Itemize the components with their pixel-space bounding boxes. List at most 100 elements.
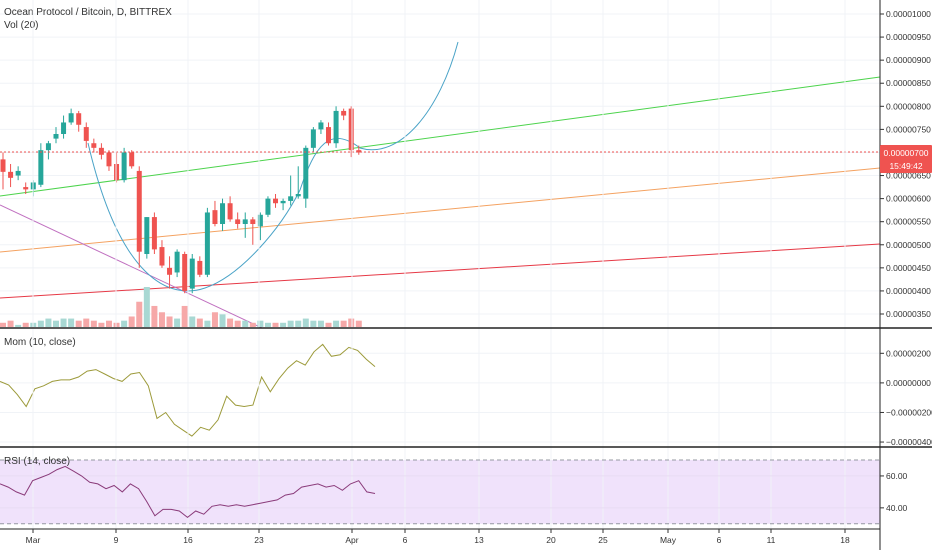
green-trend-line[interactable] (0, 76, 881, 197)
candle-body (38, 150, 44, 185)
volume-bar (242, 320, 249, 327)
candle-body (144, 217, 150, 254)
volume-bars (0, 287, 362, 327)
time-tick-label: 6 (717, 535, 722, 545)
candle-body (204, 212, 210, 275)
trend-line-drawings[interactable] (0, 41, 881, 329)
volume-bar (287, 320, 294, 327)
candle-body (333, 110, 339, 144)
candle-body (159, 247, 165, 266)
candle-body (8, 171, 14, 178)
red-trend-line[interactable] (0, 243, 881, 299)
candle-body (310, 129, 316, 148)
volume-bar (348, 318, 355, 327)
candle-body (174, 251, 180, 273)
candle-body (98, 147, 104, 155)
price-tick-label: 0.00000850 (886, 78, 931, 88)
candle-body (280, 200, 286, 204)
volume-bar (340, 320, 347, 327)
candle-body (23, 187, 29, 190)
candle-body (68, 113, 74, 123)
volume-bar (264, 322, 271, 327)
purple-trend-line[interactable] (0, 204, 263, 329)
volume-bar (83, 318, 90, 327)
momentum-axis[interactable]: 0.00000200 0.00000000 −0.00000200 −0.000004… (880, 348, 932, 447)
volume-bar (302, 318, 309, 327)
rsi-axis[interactable]: 60.00 40.00 (880, 471, 908, 513)
volume-bar (204, 320, 211, 327)
cup-arc-curve[interactable] (87, 41, 459, 292)
volume-bar (196, 318, 203, 327)
candle-body (273, 198, 279, 204)
price-tick-label: 0.00000450 (886, 263, 931, 273)
price-tick-label: 0.00000800 (886, 101, 931, 111)
time-tick-label: 20 (546, 535, 556, 545)
volume-bar (310, 320, 317, 327)
volume-bar (136, 301, 143, 327)
volume-bar (90, 320, 97, 327)
momentum-grid (0, 0, 880, 529)
volume-bar (219, 314, 226, 327)
candle-body (265, 198, 271, 215)
volume-bar (211, 312, 218, 327)
momentum-pane[interactable]: Mom (10, close) (0, 0, 880, 529)
candle-body (303, 147, 309, 199)
volume-bar (0, 322, 6, 327)
volume-bar (249, 322, 256, 327)
rsi-title: RSI (14, close) (4, 456, 70, 467)
volume-bar (52, 320, 59, 327)
volume-bar (355, 320, 362, 327)
volume-bar (158, 312, 165, 327)
volume-bar (166, 316, 173, 327)
price-tick-label: 0.00000400 (886, 286, 931, 296)
price-tick-label: 0.00000350 (886, 309, 931, 319)
rsi-pane[interactable]: RSI (14, close) (0, 0, 880, 529)
candle-body (106, 152, 112, 167)
price-tick-label: 0.00000750 (886, 124, 931, 134)
candle-body (220, 203, 226, 224)
candle-body (121, 152, 127, 181)
candle-body (53, 134, 59, 139)
candle-body (76, 113, 82, 125)
candles (0, 106, 362, 294)
momentum-tick-label: −0.00000400 (886, 437, 932, 447)
time-tick-label: 16 (183, 535, 193, 545)
candle-body (341, 110, 347, 116)
time-tick-label: Mar (26, 535, 41, 545)
volume-bar (174, 318, 181, 327)
volume-bar (105, 320, 112, 327)
candle-body (15, 170, 21, 176)
volume-bar (325, 322, 332, 327)
volume-bar (45, 318, 52, 327)
time-tick-label: 6 (403, 535, 408, 545)
candle-body (326, 127, 332, 144)
volume-bar (257, 320, 264, 327)
volume-bar (98, 322, 105, 327)
time-tick-label: 13 (474, 535, 484, 545)
volume-bar (68, 318, 75, 327)
candle-body (197, 260, 203, 275)
candle-body (295, 194, 301, 197)
time-tick-label: 9 (114, 535, 119, 545)
volume-bar (128, 316, 135, 327)
momentum-tick-label: −0.00000200 (886, 407, 932, 417)
volume-bar (189, 316, 196, 327)
volume-bar (280, 322, 287, 327)
candle-body (227, 203, 233, 220)
candle-body (0, 159, 6, 172)
volume-bar (181, 305, 188, 327)
last-price-value: 0.00000700 (884, 148, 929, 158)
time-axis[interactable]: Mar 9 16 23 Apr 6 13 20 25 May 6 11 18 (26, 529, 850, 545)
volume-bar (37, 320, 44, 327)
orange-trend-line[interactable] (0, 167, 881, 253)
volume-bar (121, 320, 128, 327)
rsi-tick-label: 60.00 (886, 471, 908, 481)
price-axis[interactable]: 0.00001000 0.00000950 0.00000900 0.00000850… (880, 9, 931, 319)
volume-bar (60, 318, 67, 327)
candle-body (136, 170, 142, 252)
candle-body (167, 267, 173, 275)
price-pane[interactable]: Ocean Protocol / Bitcoin, D, BITTREX Vol… (0, 0, 881, 529)
volume-bar (295, 320, 302, 327)
time-tick-label: 18 (840, 535, 850, 545)
